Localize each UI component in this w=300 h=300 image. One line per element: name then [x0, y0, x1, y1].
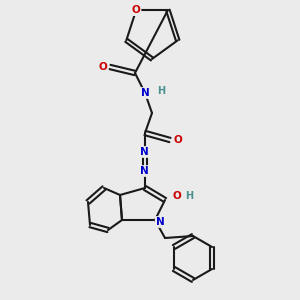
Text: O: O	[172, 191, 182, 201]
Text: H: H	[185, 191, 193, 201]
Text: O: O	[99, 62, 107, 72]
Text: N: N	[156, 217, 164, 227]
Text: N: N	[141, 88, 149, 98]
Text: O: O	[174, 135, 182, 145]
Text: N: N	[140, 166, 148, 176]
Text: N: N	[140, 147, 148, 157]
Text: O: O	[132, 5, 140, 15]
Text: H: H	[157, 86, 165, 96]
